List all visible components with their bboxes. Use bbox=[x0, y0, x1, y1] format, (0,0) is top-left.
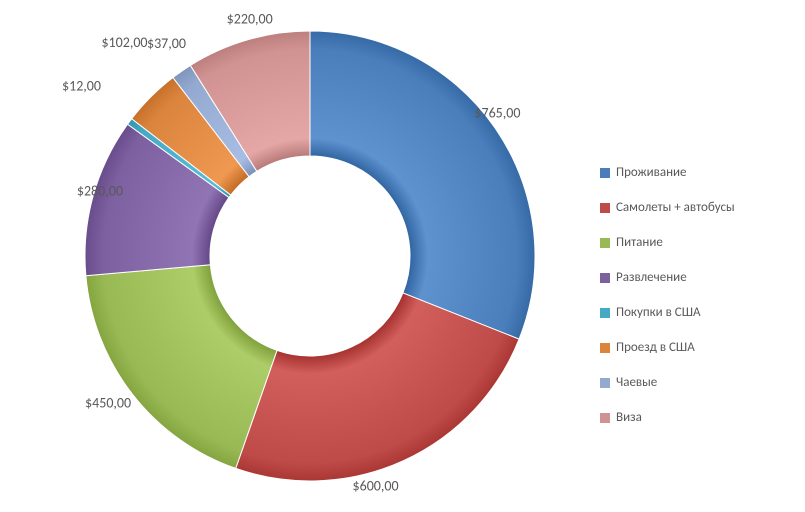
data-label-5: $102,00 bbox=[101, 34, 147, 51]
legend-swatch-7 bbox=[600, 413, 610, 423]
legend-label-2: Питание bbox=[616, 235, 663, 250]
legend-item-5: Проезд в США bbox=[600, 340, 735, 355]
data-label-0: $765,00 bbox=[474, 104, 520, 121]
data-label-7: $220,00 bbox=[227, 11, 273, 28]
data-label-2: $450,00 bbox=[85, 395, 131, 412]
legend-label-5: Проезд в США bbox=[616, 340, 695, 355]
chart-container: $765,00 $600,00 $450,00 $280,00 $12,00 $102,0… bbox=[0, 0, 805, 512]
data-label-6: $37,00 bbox=[147, 35, 186, 52]
legend-swatch-4 bbox=[600, 308, 610, 318]
legend-swatch-2 bbox=[600, 238, 610, 248]
legend-swatch-0 bbox=[600, 168, 610, 178]
legend-label-3: Развлечение bbox=[616, 270, 687, 285]
data-label-1: $600,00 bbox=[353, 478, 399, 495]
data-label-4: $12,00 bbox=[62, 77, 101, 94]
legend-label-7: Виза bbox=[616, 410, 642, 425]
legend-item-2: Питание bbox=[600, 235, 735, 250]
legend-item-1: Самолеты + автобусы bbox=[600, 200, 735, 215]
legend-label-1: Самолеты + автобусы bbox=[616, 200, 735, 215]
donut-hole bbox=[210, 156, 410, 356]
legend-item-6: Чаевые bbox=[600, 375, 735, 390]
legend-label-6: Чаевые bbox=[616, 375, 657, 390]
legend-swatch-6 bbox=[600, 378, 610, 388]
legend-swatch-5 bbox=[600, 343, 610, 353]
legend-label-4: Покупки в США bbox=[616, 305, 701, 320]
legend-swatch-1 bbox=[600, 203, 610, 213]
legend-item-7: Виза bbox=[600, 410, 735, 425]
legend-item-3: Развлечение bbox=[600, 270, 735, 285]
data-label-3: $280,00 bbox=[77, 182, 123, 199]
legend-item-0: Проживание bbox=[600, 165, 735, 180]
legend-label-0: Проживание bbox=[616, 165, 687, 180]
legend-swatch-3 bbox=[600, 273, 610, 283]
legend-item-4: Покупки в США bbox=[600, 305, 735, 320]
legend: Проживание Самолеты + автобусы Питание Разв… bbox=[600, 165, 735, 435]
